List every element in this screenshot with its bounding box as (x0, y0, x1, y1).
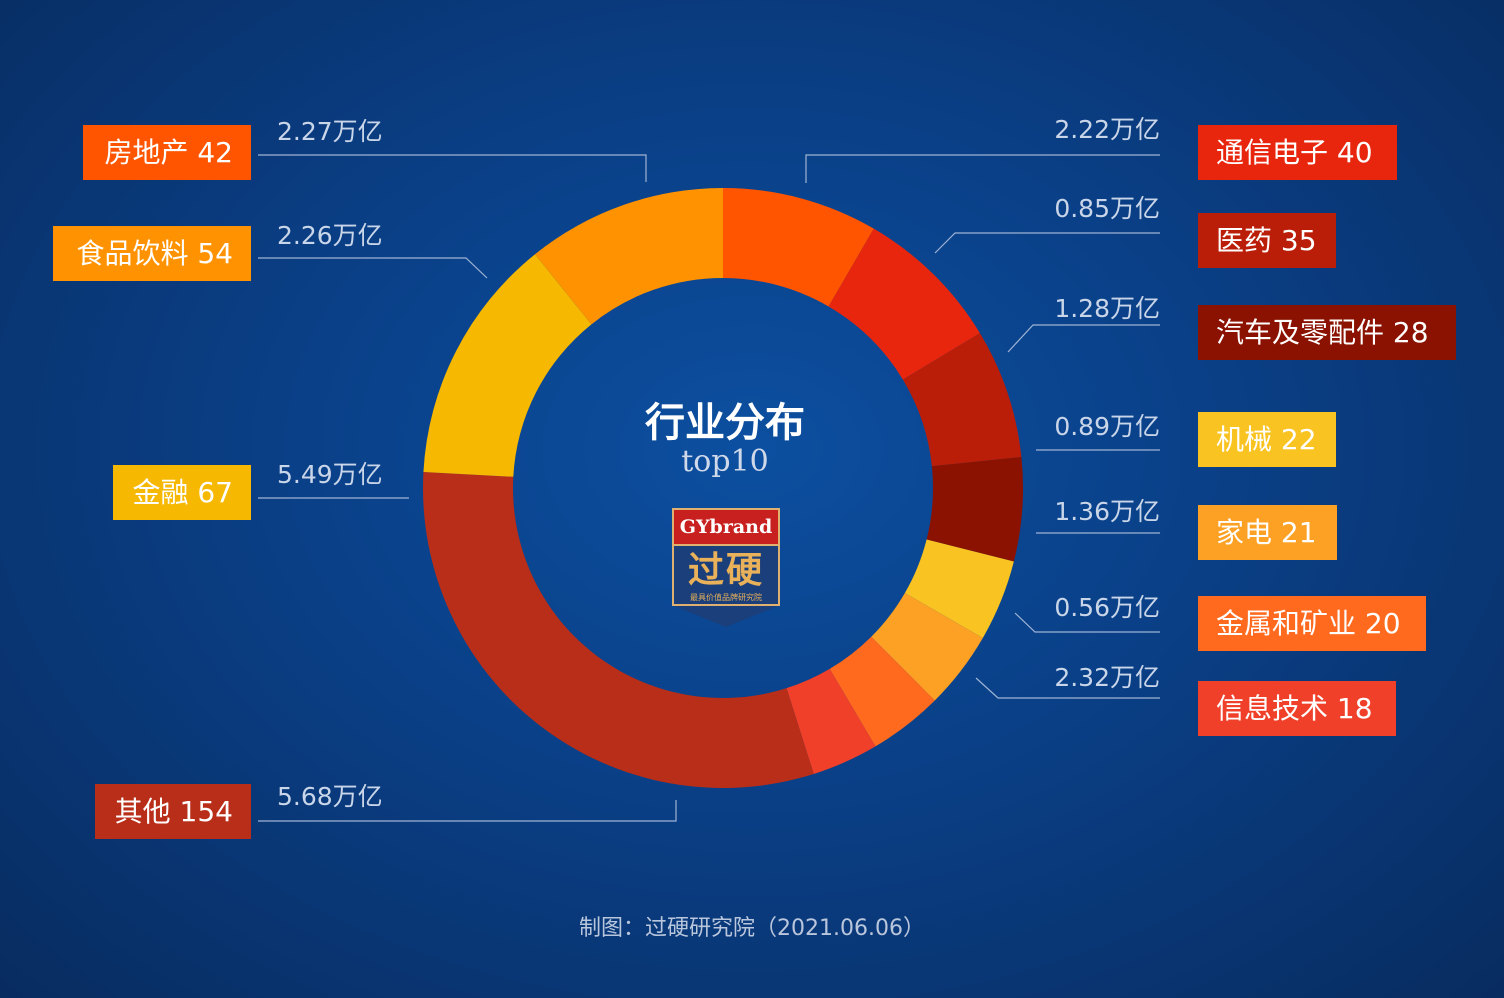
value-label: 2.26万亿 (277, 221, 383, 250)
logo-tagline: 最具价值品牌研究院 (690, 593, 762, 602)
category-label: 其他 154 (95, 784, 251, 839)
donut-slice (871, 593, 983, 701)
value-label: 2.32万亿 (1054, 663, 1160, 692)
category-label: 信息技术 18 (1198, 681, 1396, 736)
category-label: 金融 67 (113, 465, 251, 520)
donut-slice (423, 254, 592, 477)
category-label: 家电 21 (1198, 505, 1337, 560)
leader-line (258, 257, 488, 279)
logo-shield-tip (672, 605, 780, 627)
donut-slice (422, 472, 814, 788)
value-label: 0.89万亿 (1054, 412, 1160, 441)
leader-line (258, 800, 677, 822)
category-label: 房地产 42 (83, 125, 251, 180)
center-subtitle: top10 (681, 444, 769, 479)
center-title: 行业分布 (645, 399, 805, 446)
value-label: 0.85万亿 (1054, 194, 1160, 223)
category-label: 食品饮料 54 (53, 226, 251, 281)
value-label: 5.49万亿 (277, 460, 383, 489)
value-label: 5.68万亿 (277, 782, 383, 811)
category-label: 医药 35 (1198, 213, 1336, 268)
donut-slice (902, 333, 1022, 467)
footer-credit: 制图：过硬研究院（2021.06.06） (579, 916, 925, 941)
leader-line (1007, 324, 1160, 353)
donut-slice (904, 539, 1014, 638)
category-label: 通信电子 40 (1198, 125, 1397, 180)
donut-slice (829, 636, 935, 747)
category-label: 机械 22 (1198, 412, 1336, 467)
donut-slice (828, 228, 980, 380)
value-label: 2.27万亿 (277, 117, 383, 146)
category-label: 汽车及零配件 28 (1198, 305, 1456, 360)
category-label: 金属和矿业 20 (1198, 596, 1426, 651)
leader-line (934, 232, 1160, 254)
value-label: 2.22万亿 (1054, 115, 1160, 144)
logo-brand: GYbrand (672, 508, 780, 546)
gybrand-logo: GYbrand 过硬 最具价值品牌研究院 (672, 508, 780, 630)
donut-slice (723, 188, 874, 307)
leader-line (1014, 612, 1160, 633)
leader-line (258, 154, 647, 182)
value-label: 1.28万亿 (1054, 294, 1160, 323)
value-label: 0.56万亿 (1054, 593, 1160, 622)
value-label: 1.36万亿 (1054, 497, 1160, 526)
logo-name: 过硬 (672, 546, 780, 606)
leader-line (805, 154, 1160, 183)
donut-slice (535, 188, 723, 325)
donut-slice (926, 457, 1024, 562)
leader-line (975, 677, 1160, 699)
donut-slice (786, 668, 876, 774)
